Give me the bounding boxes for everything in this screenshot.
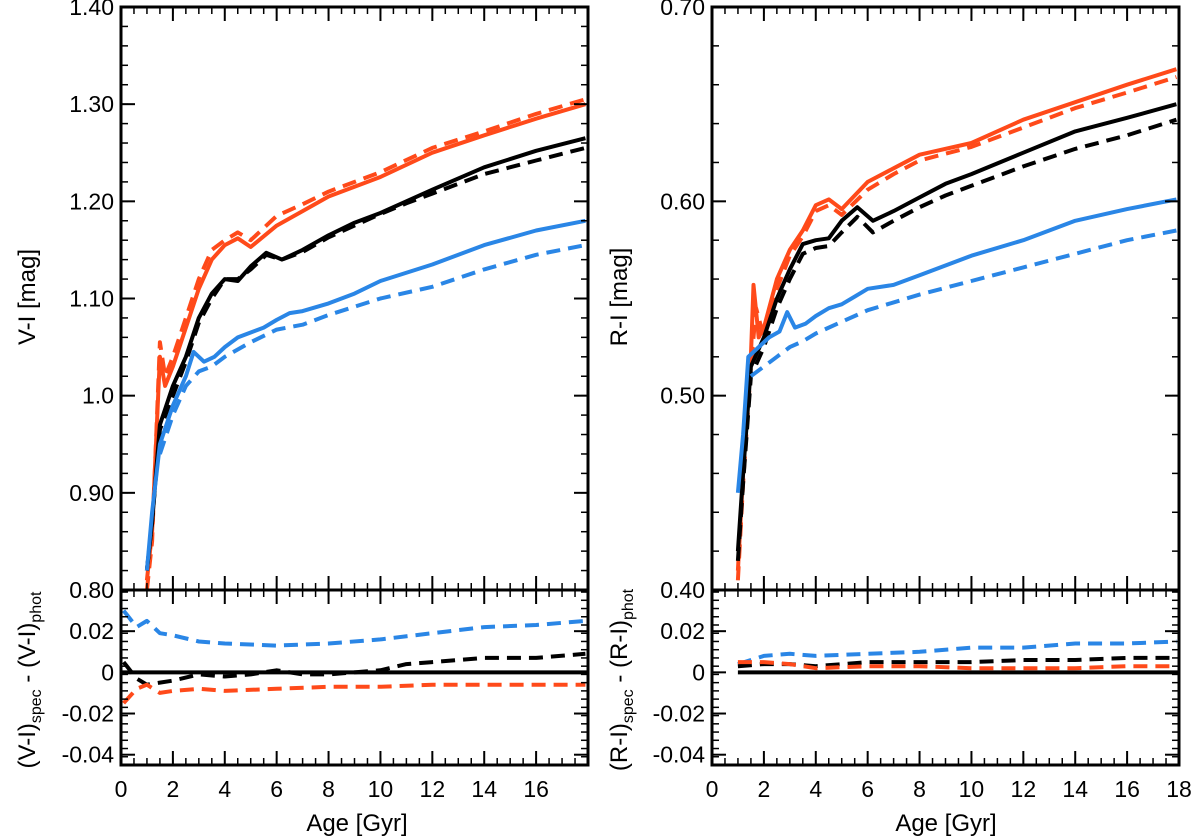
y-tick-label: 0.60: [660, 188, 705, 214]
x-tick-label: 16: [1114, 776, 1140, 802]
y-tick-label: -0.04: [653, 742, 706, 768]
y-tick-label: 0: [101, 659, 114, 685]
series-black-solid: [735, 102, 1177, 552]
series-red-dashed: [144, 97, 586, 590]
series-red-dashed: [735, 75, 1177, 581]
y-tick-label: 1.40: [69, 0, 114, 20]
axes-frame: [710, 588, 1181, 767]
x-tick-label: 10: [959, 776, 985, 802]
panel-right-bottom-ri-residual: -0.04 -0.02 0 0.02 0 2 4 6 8 10 12 14 16 18: [653, 588, 1192, 802]
x-tick-label: 4: [809, 776, 822, 802]
series-blue-dashed: [749, 228, 1177, 378]
panel-right-top-ri-color: 0.40 0.50 0.60 0.70: [660, 0, 1181, 603]
y-tick-label: 1.20: [69, 188, 114, 214]
x-tick-label: 8: [913, 776, 926, 802]
left-top-ylabel: V-I [mag]: [14, 249, 41, 345]
x-tick-label: 16: [523, 776, 549, 802]
series-black-dashed: [122, 651, 586, 687]
y-tick-label: -0.04: [62, 742, 115, 768]
x-tick-label: 4: [218, 776, 231, 802]
right-bottom-ylabel-main: (R-I): [606, 723, 633, 771]
x-tick-label: 14: [471, 776, 497, 802]
x-tick-label: 0: [115, 776, 128, 802]
series-red-dashed: [737, 660, 1177, 671]
y-tick-label: 1.30: [69, 91, 114, 117]
panel-left-top-vi-color: 0.80 0.90 1.0 1.10 1.20 1.30 1.40: [69, 0, 590, 603]
x-tick-label: 12: [1011, 776, 1037, 802]
series-red-solid: [735, 67, 1177, 571]
right-bottom-ylabel-sub1: spec: [620, 689, 637, 723]
series-red-solid: [144, 102, 586, 581]
y-tick-label: 0.02: [660, 618, 705, 644]
right-top-ylabel: R-I [mag]: [606, 248, 633, 347]
series-blue-solid: [735, 197, 1177, 493]
y-tick-label: 1.0: [82, 383, 114, 409]
left-bottom-ylabel: (V-I)spec - (V-I)phot: [14, 591, 45, 768]
x-tick-label: 8: [322, 776, 335, 802]
left-bottom-ylabel-mid: - (V-I): [14, 623, 41, 690]
right-bottom-ylabel-mid: - (R-I): [606, 620, 633, 689]
y-tick-label: 0.90: [69, 480, 114, 506]
series-blue-solid: [144, 218, 586, 571]
left-bottom-ylabel-sub1: spec: [28, 689, 45, 723]
y-tick-label: 0.80: [69, 577, 114, 603]
y-tick-label: 1.10: [69, 286, 114, 312]
series-blue-dashed: [158, 243, 586, 455]
y-tick-label: 0.70: [660, 0, 705, 20]
x-tick-label: 2: [757, 776, 770, 802]
panel-left-bottom-vi-residual: -0.04 -0.02 0 0.02 0 2 4 6 8 10 12 14 16: [62, 588, 590, 802]
y-tick-label: -0.02: [62, 701, 114, 727]
x-tick-label: 12: [420, 776, 446, 802]
x-tick-label: 0: [706, 776, 719, 802]
y-tick-label: 0: [692, 659, 705, 685]
y-tick-label: 0.50: [660, 383, 705, 409]
left-xlabel: Age [Gyr]: [306, 810, 407, 837]
series-black-solid: [144, 136, 586, 571]
x-tick-label: 6: [861, 776, 874, 802]
x-tick-label: 6: [270, 776, 283, 802]
series-blue-dashed: [737, 639, 1177, 667]
series-black-dashed: [735, 117, 1178, 562]
series-blue-dashed: [122, 609, 586, 648]
x-tick-label: 2: [166, 776, 179, 802]
right-bottom-ylabel-sub2: phot: [620, 588, 637, 620]
left-bottom-ylabel-sub2: phot: [28, 591, 45, 623]
right-bottom-ylabel: (R-I)spec - (R-I)phot: [606, 588, 637, 771]
y-tick-label: 0.02: [69, 618, 114, 644]
right-xlabel: Age [Gyr]: [895, 810, 996, 837]
x-tick-label: 18: [1166, 776, 1192, 802]
series-black-dashed: [737, 655, 1177, 669]
y-tick-label: -0.02: [653, 701, 705, 727]
series-black-dashed: [144, 145, 586, 571]
y-tick-label: 0.40: [660, 577, 705, 603]
series-red-dashed: [122, 682, 586, 705]
left-bottom-ylabel-main: (V-I): [14, 723, 41, 768]
x-tick-label: 10: [368, 776, 394, 802]
x-tick-label: 14: [1062, 776, 1088, 802]
